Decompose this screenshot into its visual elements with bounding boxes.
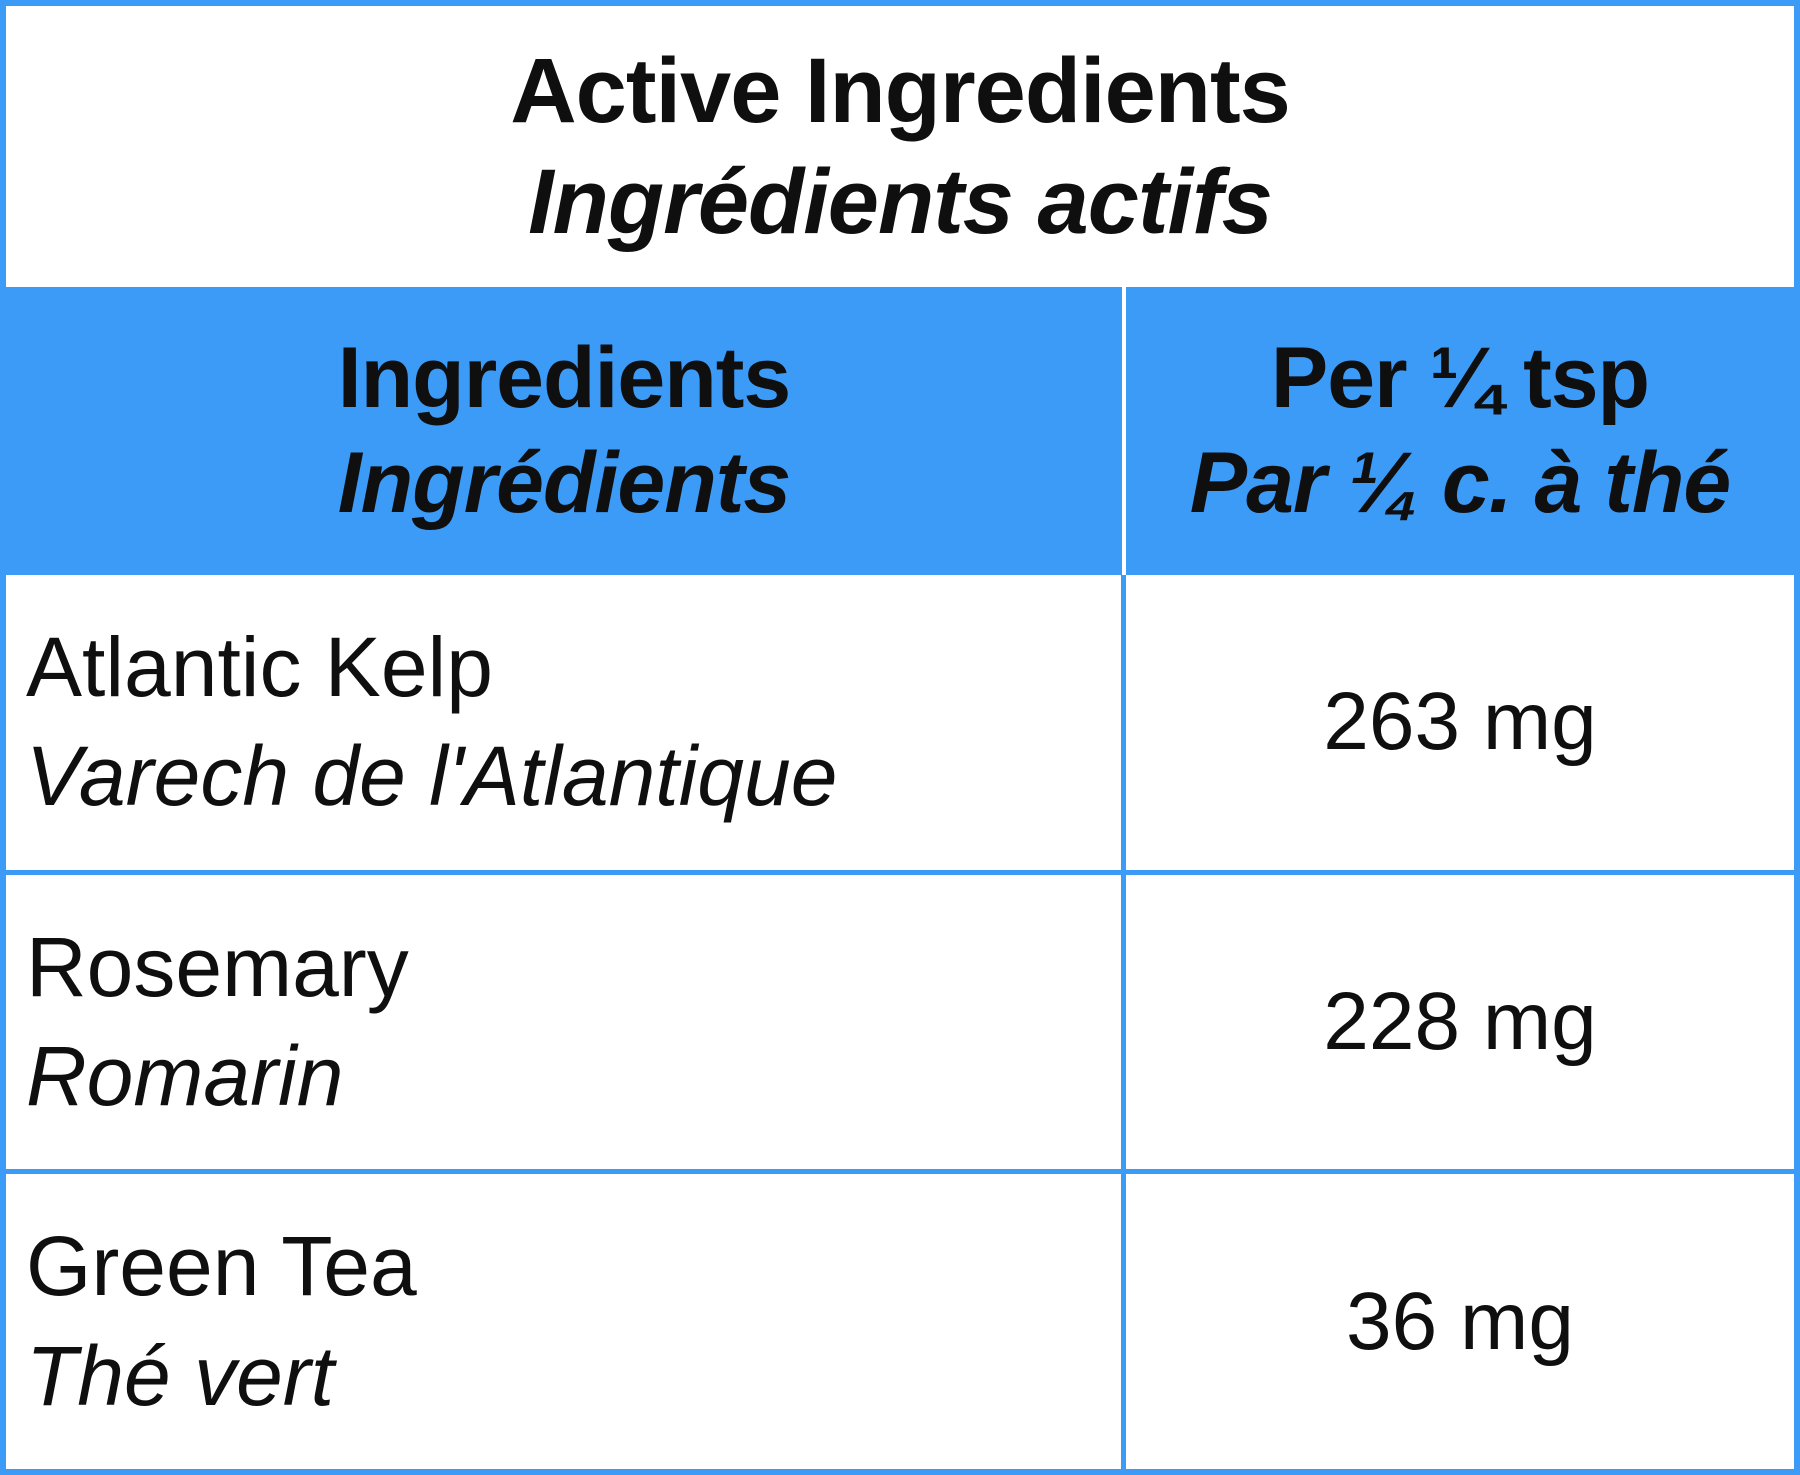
- table-row-atlantic-kelp: Atlantic Kelp Varech de l'Atlantique 263…: [6, 575, 1794, 870]
- ingredient-amount: 263 mg: [1323, 676, 1597, 768]
- ingredient-name-english: Green Tea: [26, 1219, 417, 1314]
- header-cell-amount: Per ¼ tsp Par ¼ c. à thé: [1126, 287, 1794, 575]
- table-header-row: Ingredients Ingrédients Per ¼ tsp Par ¼ …: [6, 287, 1794, 575]
- header-ingredients-french: Ingrédients: [337, 435, 792, 531]
- header-ingredients-english: Ingredients: [337, 330, 792, 427]
- ingredient-name-cell: Green Tea Thé vert: [6, 1174, 1126, 1469]
- ingredient-name-cell: Rosemary Romarin: [6, 874, 1126, 1170]
- ingredient-amount: 36 mg: [1346, 1275, 1574, 1367]
- header-cell-ingredients: Ingredients Ingrédients: [6, 287, 1126, 575]
- ingredient-name-french: Varech de l'Atlantique: [26, 729, 838, 824]
- title-french: Ingrédients actifs: [528, 150, 1273, 253]
- header-amount-french: Par ¼ c. à thé: [1189, 435, 1732, 531]
- ingredient-name-english: Atlantic Kelp: [26, 620, 493, 715]
- title-band: Active Ingredients Ingrédients actifs: [6, 6, 1794, 287]
- ingredient-amount-cell: 228 mg: [1126, 875, 1794, 1170]
- header-amount-english: Per ¼ tsp: [1270, 330, 1650, 427]
- title-english: Active Ingredients: [510, 40, 1291, 143]
- ingredient-name-french: Thé vert: [26, 1328, 335, 1423]
- ingredient-amount: 228 mg: [1323, 976, 1597, 1067]
- table-row-green-tea: Green Tea Thé vert 36 mg: [6, 1169, 1794, 1469]
- ingredient-amount-cell: 263 mg: [1126, 575, 1794, 870]
- ingredient-name-english: Rosemary: [26, 919, 409, 1014]
- ingredient-name-french: Romarin: [26, 1029, 344, 1123]
- ingredient-name-cell: Atlantic Kelp Varech de l'Atlantique: [6, 575, 1126, 870]
- ingredient-amount-cell: 36 mg: [1126, 1174, 1794, 1469]
- table-row-rosemary: Rosemary Romarin 228 mg: [6, 869, 1794, 1170]
